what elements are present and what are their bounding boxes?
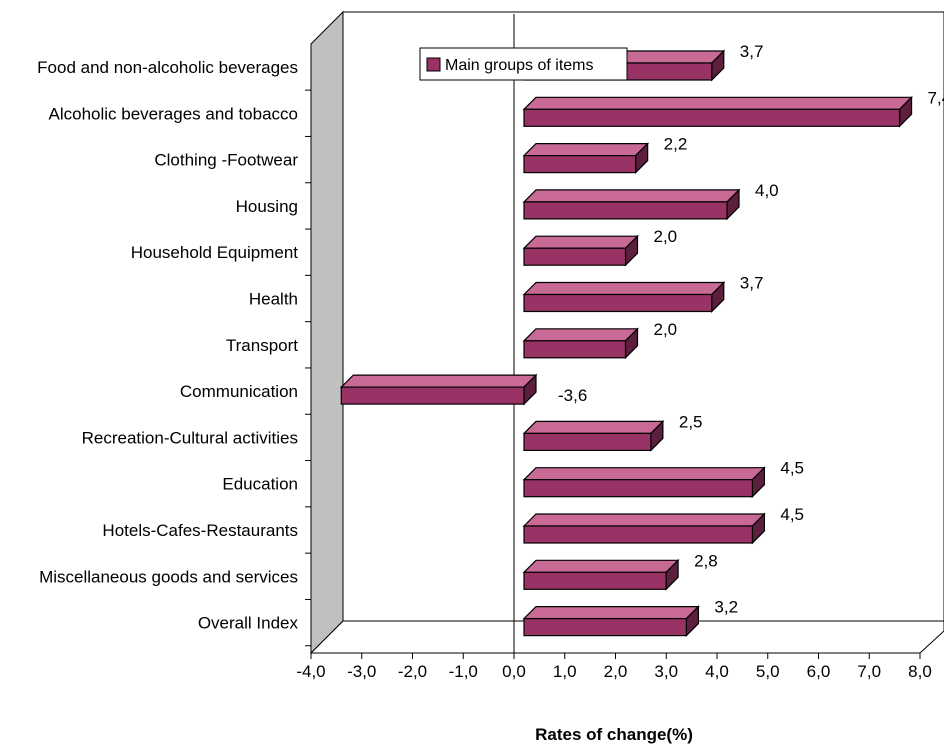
bars [339, 49, 913, 638]
bar [522, 327, 639, 360]
legend: Main groups of items [419, 47, 628, 81]
bar [522, 234, 639, 267]
x-tick-label: 3,0 [654, 662, 678, 681]
bar [522, 512, 766, 545]
data-label: 3,7 [740, 42, 764, 61]
x-axis-title: Rates of change(%) [535, 725, 693, 744]
data-label: 2,0 [654, 227, 678, 246]
x-tick-label: 5,0 [756, 662, 780, 681]
x-axis: -4,0 -3,0 -2,0 -1,0 0,0 1,0 2,0 3,0 4,0 5,0 6,0 7,0… [296, 652, 932, 681]
data-label: 2,5 [679, 412, 703, 431]
bar [522, 142, 650, 175]
category-label: Housing [236, 197, 298, 216]
x-tick-label: 7,0 [857, 662, 881, 681]
x-tick-label: 8,0 [908, 662, 932, 681]
bar [339, 373, 538, 406]
category-label: Food and non-alcoholic beverages [37, 58, 298, 77]
legend-entry-label: Main groups of items [445, 57, 594, 74]
data-label: 3,7 [740, 274, 764, 293]
data-label: 2,8 [694, 551, 718, 570]
bar [522, 558, 680, 591]
x-tick-label: -2,0 [398, 662, 427, 681]
legend-box [419, 47, 628, 81]
data-label: -3,6 [558, 386, 587, 405]
chart-walls [309, 10, 944, 655]
category-label: Health [249, 290, 298, 309]
category-label: Overall Index [198, 614, 299, 633]
category-labels: Food and non-alcoholic beverages Alcoholi… [37, 58, 311, 647]
bar [522, 281, 726, 313]
bar [522, 466, 766, 499]
data-label: 3,2 [714, 598, 738, 617]
bar [522, 419, 665, 452]
x-tick-label: -4,0 [296, 662, 325, 681]
category-label: Hotels-Cafes-Restaurants [102, 521, 298, 540]
data-label: 4,5 [780, 505, 804, 524]
side-wall [310, 10, 344, 655]
category-label: Household Equipment [131, 243, 299, 262]
category-label: Transport [226, 336, 298, 355]
x-tick-label: 1,0 [553, 662, 577, 681]
category-label: Recreation-Cultural activities [82, 428, 298, 447]
data-label: 4,0 [755, 181, 779, 200]
x-tick-label: 0,0 [502, 662, 526, 681]
bar [522, 188, 741, 221]
back-wall [342, 11, 944, 622]
data-labels: 3,7 7,4 2,2 4,0 2,0 3,7 2,0 -3,6 2,5 4,5 4,5 2,8 3,2 [558, 42, 944, 617]
category-label: Alcoholic beverages and tobacco [49, 104, 299, 123]
x-tick-label: 4,0 [705, 662, 729, 681]
category-label: Miscellaneous goods and services [39, 567, 298, 586]
x-tick-label: 6,0 [807, 662, 831, 681]
data-label: 7,4 [928, 88, 944, 107]
data-label: 2,2 [664, 135, 688, 154]
x-tick-label: 2,0 [604, 662, 628, 681]
legend-swatch [426, 57, 441, 72]
category-label: Clothing -Footwear [154, 151, 298, 170]
bar [522, 605, 700, 638]
category-label: Communication [180, 382, 298, 401]
data-label: 4,5 [780, 459, 804, 478]
x-tick-label: -3,0 [347, 662, 376, 681]
data-label: 2,0 [654, 320, 678, 339]
category-label: Education [222, 475, 298, 494]
x-tick-label: -1,0 [449, 662, 478, 681]
bar [522, 95, 913, 128]
